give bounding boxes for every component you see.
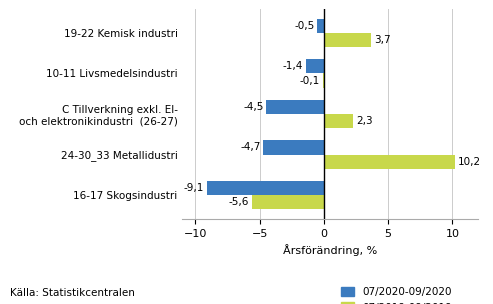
Text: -4,7: -4,7	[241, 143, 261, 153]
Bar	[324, 114, 353, 128]
Bar	[207, 181, 324, 195]
Bar	[322, 74, 324, 88]
Text: -1,4: -1,4	[283, 61, 303, 71]
Bar	[266, 100, 324, 114]
Bar	[306, 59, 324, 74]
Bar	[324, 33, 371, 47]
Text: -9,1: -9,1	[184, 183, 204, 193]
Text: -4,5: -4,5	[243, 102, 263, 112]
Text: Källa: Statistikcentralen: Källa: Statistikcentralen	[10, 288, 135, 298]
Legend: 07/2020-09/2020, 07/2019-09/2019: 07/2020-09/2020, 07/2019-09/2019	[342, 287, 452, 304]
Text: 3,7: 3,7	[374, 35, 390, 45]
X-axis label: Årsförändring, %: Årsförändring, %	[283, 244, 378, 256]
Bar	[324, 154, 455, 169]
Bar	[317, 19, 324, 33]
Text: -0,1: -0,1	[300, 75, 320, 85]
Text: -5,6: -5,6	[229, 197, 249, 207]
Text: -0,5: -0,5	[295, 21, 315, 31]
Bar	[263, 140, 324, 154]
Text: 2,3: 2,3	[356, 116, 373, 126]
Text: 10,2: 10,2	[458, 157, 481, 167]
Bar	[252, 195, 324, 209]
